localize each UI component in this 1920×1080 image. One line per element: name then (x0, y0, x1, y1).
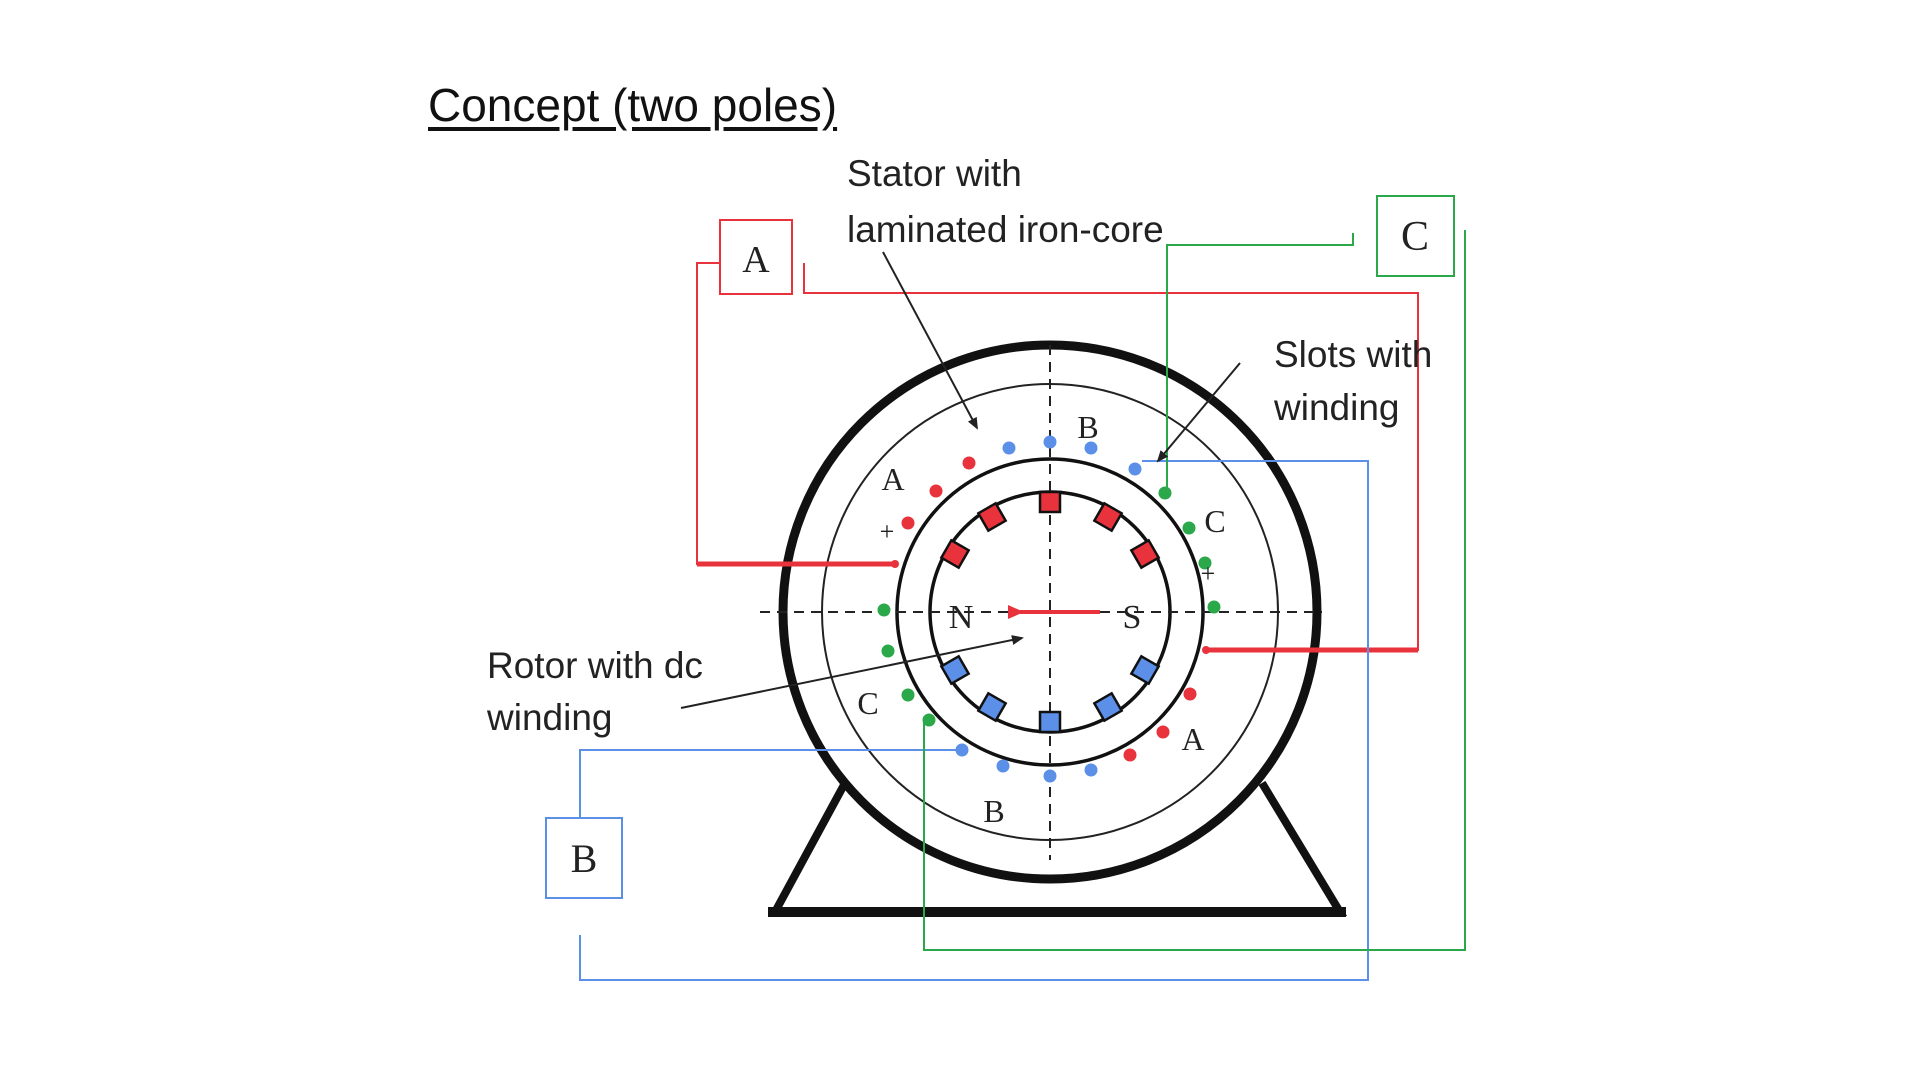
winding-dot-a (1183, 687, 1197, 701)
pole-south: S (1123, 599, 1142, 636)
phase-b-wiring (579, 460, 1369, 981)
rotor-slot (1092, 501, 1124, 533)
stator-label-line2: laminated iron-core (847, 209, 1164, 250)
winding-dot-b (955, 743, 969, 757)
stator-label-b-bottom: B (983, 793, 1004, 829)
winding-dot-b (1043, 769, 1057, 783)
winding-dot-b (1084, 441, 1098, 455)
pole-north: N (949, 599, 974, 636)
rotor-slot (1038, 490, 1062, 514)
slots-label-line1: Slots with (1274, 334, 1432, 375)
stator-label-a-left: A (881, 461, 904, 497)
svg-text:C: C (1401, 214, 1429, 260)
phase-c-wiring (923, 230, 1466, 951)
winding-dot-c (922, 713, 936, 727)
phase-a-box: A (719, 219, 793, 295)
winding-dot-a (1156, 725, 1170, 739)
rotor-slot (939, 538, 971, 570)
rotor-slot (1092, 691, 1124, 723)
stator-label-b-top: B (1077, 409, 1098, 445)
winding-dot-a (929, 484, 943, 498)
winding-dot-a (1123, 748, 1137, 762)
stator-label-c-right: C (1204, 503, 1225, 539)
rotor-label-line2: winding (486, 697, 612, 738)
winding-dot-b (1043, 435, 1057, 449)
rotor-pointer-arrow (680, 635, 1024, 709)
svg-text:A: A (742, 239, 770, 281)
phase-b-box: B (545, 817, 623, 899)
phase-a-wiring (696, 262, 1419, 654)
phase-c-box: C (1376, 195, 1455, 277)
winding-dot-b (1084, 763, 1098, 777)
rotor-slots (939, 490, 1161, 734)
winding-dot-b (1002, 441, 1016, 455)
svg-text:B: B (571, 836, 598, 881)
plus-sign-right: + (1201, 559, 1216, 588)
stator-winding-dots (877, 435, 1221, 783)
stator-pointer-arrow (882, 251, 978, 430)
diagram-title: Concept (two poles) (428, 79, 838, 131)
slots-label-line2: winding (1273, 387, 1399, 428)
annotation-arrows (680, 251, 1241, 709)
winding-dot-a (962, 456, 976, 470)
rotor-slot (976, 691, 1008, 723)
winding-dot-c (1158, 486, 1172, 500)
rotor-slot (976, 501, 1008, 533)
rotor-slot (1129, 654, 1161, 686)
winding-dot-c (1198, 556, 1212, 570)
winding-dot-a (901, 516, 915, 530)
winding-dot-b (996, 759, 1010, 773)
rotor-slot (1038, 710, 1062, 734)
rotor-label-line1: Rotor with dc (487, 645, 703, 686)
winding-dot-c (1182, 521, 1196, 535)
winding-dot-c (881, 644, 895, 658)
machine-base (768, 780, 1348, 917)
rotor-slot (939, 654, 971, 686)
winding-dot-c (901, 688, 915, 702)
slots-pointer-arrow (1156, 362, 1241, 463)
winding-dot-b (1128, 462, 1142, 476)
stator-label-c-left: C (857, 685, 878, 721)
plus-sign-left: + (880, 517, 895, 546)
winding-dot-c (877, 603, 891, 617)
stator-label-line1: Stator with (847, 153, 1022, 194)
stator-label-a-right: A (1181, 721, 1204, 757)
winding-dot-c (1207, 600, 1221, 614)
rotor-slot (1129, 538, 1161, 570)
